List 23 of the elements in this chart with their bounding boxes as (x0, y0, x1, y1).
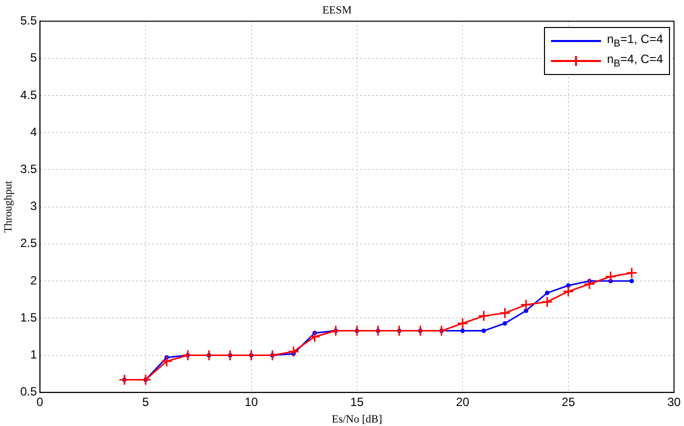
legend-label: n$_{B}$=4, C=4 (606, 52, 663, 70)
x-tick-label: 10 (244, 394, 258, 409)
y-tick-label: 1.5 (20, 310, 38, 324)
y-tick-label: 1 (30, 348, 38, 362)
y-tick-label: 2 (30, 273, 38, 288)
legend-label: n$_{B}$=1, C=4 (606, 32, 663, 50)
x-tick-label: 30 (667, 394, 681, 409)
x-tick-label: 15 (350, 394, 364, 409)
y-tick-label: 4 (30, 124, 38, 139)
y-tick-label: 4.5 (20, 88, 38, 102)
x-tick-label: 5 (142, 394, 150, 409)
x-tick-label: 25 (562, 394, 576, 409)
x-axis-title: Es/No [dB] (332, 413, 382, 426)
y-tick-label: 2.5 (20, 236, 38, 250)
y-tick-label: 3 (30, 199, 38, 214)
x-tick-label: 20 (456, 394, 470, 409)
y-tick-label: 5.5 (20, 14, 38, 28)
y-axis-title: Throughput (2, 180, 14, 233)
y-tick-label: 5 (30, 50, 38, 65)
chart-title: EESM (322, 4, 352, 16)
y-tick-label: 3.5 (20, 162, 38, 176)
x-tick-label: 0 (36, 394, 44, 409)
y-tick-label: 0.5 (20, 384, 38, 399)
